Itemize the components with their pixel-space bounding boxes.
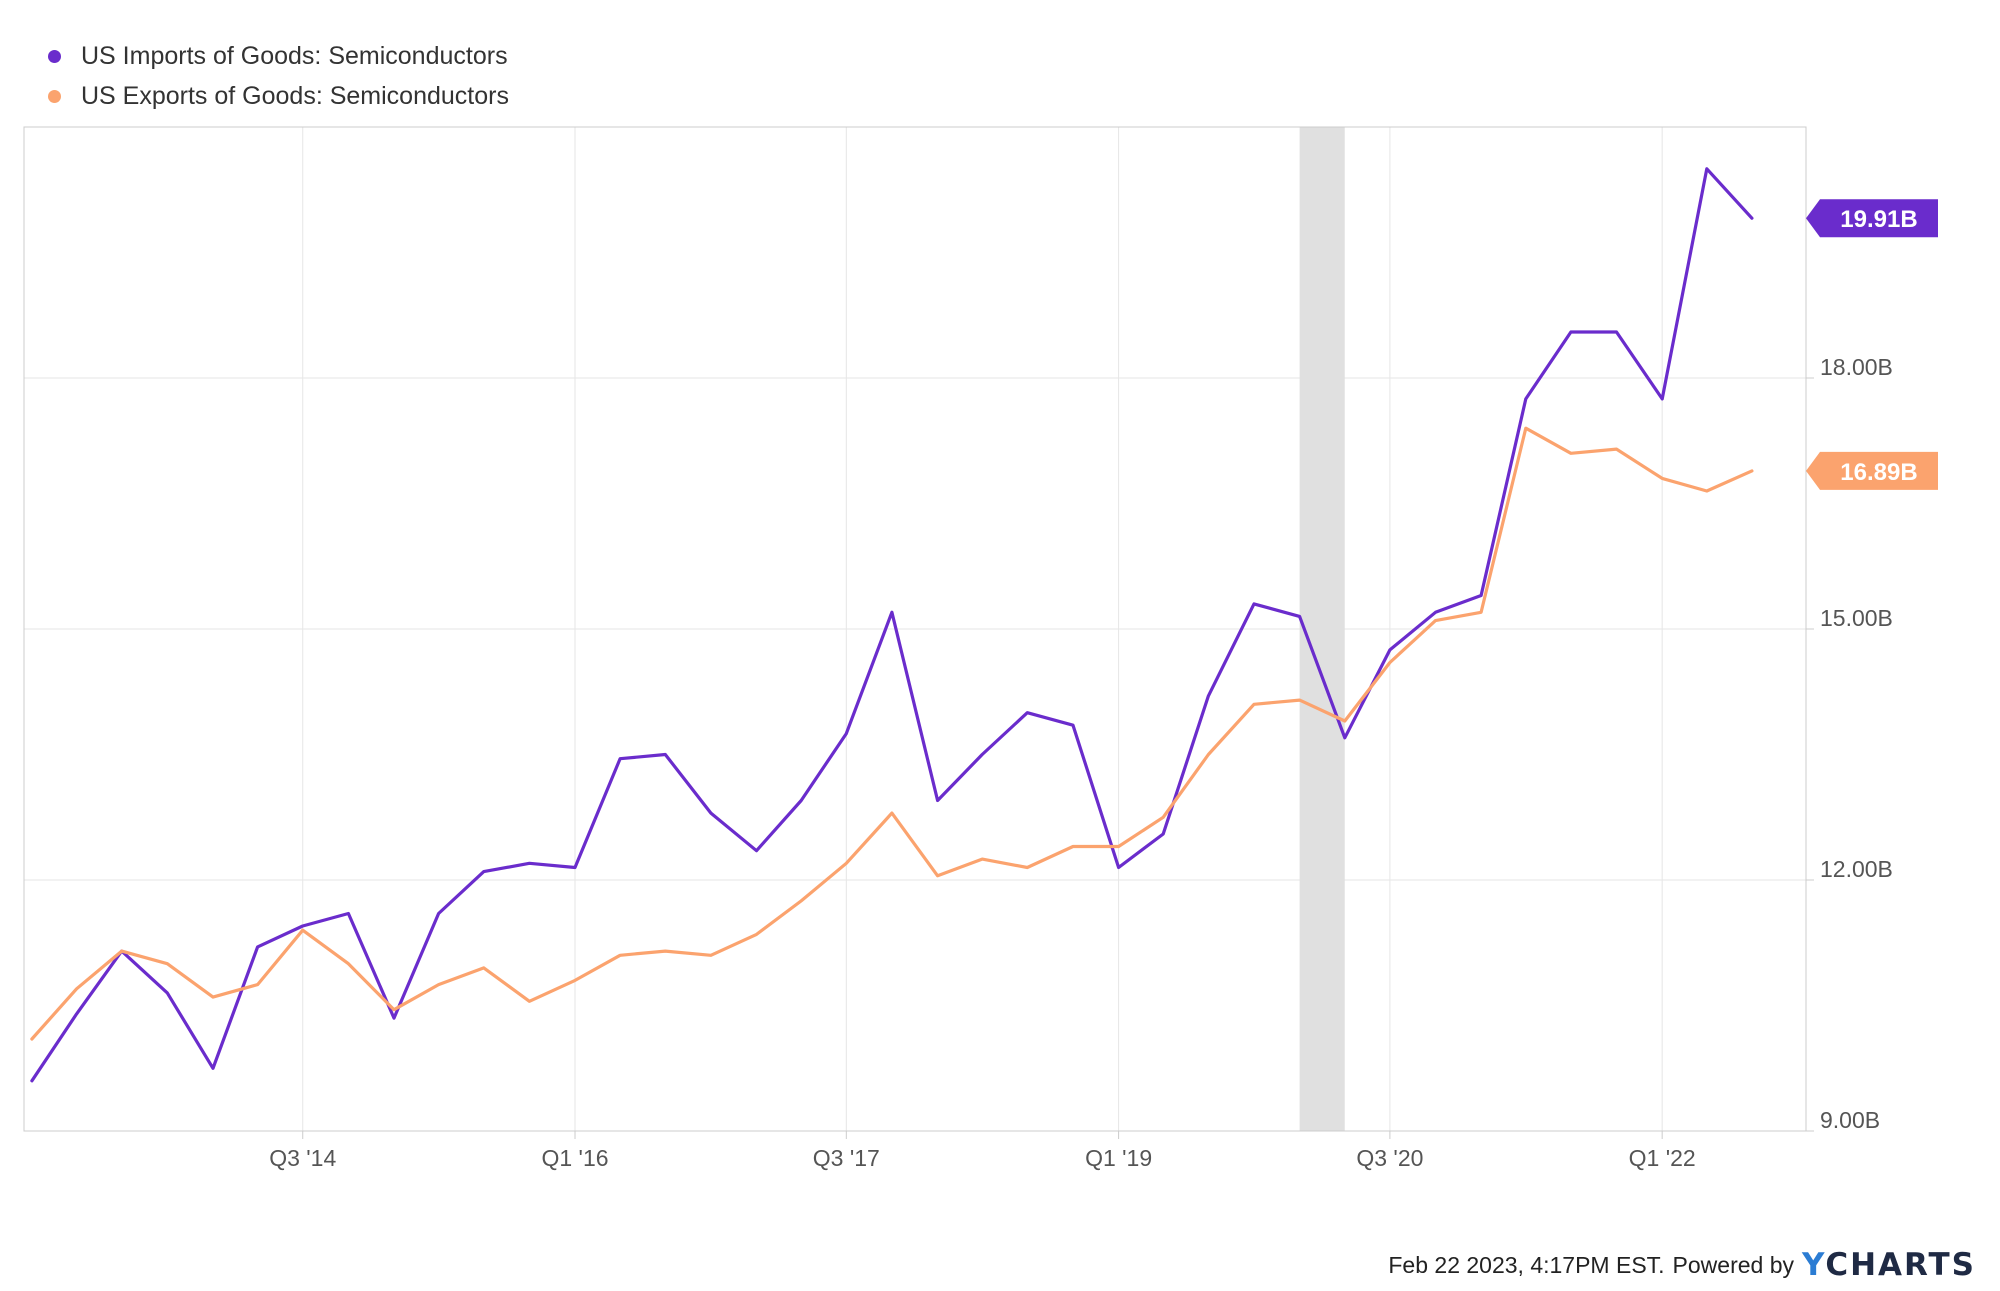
- last-value-label: 19.91B: [1840, 206, 1917, 233]
- recession-band: [1299, 127, 1345, 1131]
- ycharts-logo-y: Y: [1802, 1247, 1826, 1283]
- x-tick-label: Q3 '17: [813, 1145, 880, 1171]
- last-value-flag-bg: [1806, 451, 1938, 490]
- x-tick-label: Q1 '22: [1629, 1145, 1696, 1171]
- series-line-1: [30, 426, 1754, 1041]
- chart-footer: Feb 22 2023, 4:17PM EST. Powered by YCHA…: [1388, 1247, 1976, 1283]
- last-value-label: 16.89B: [1840, 459, 1917, 486]
- y-tick-label: 15.00B: [1820, 605, 1893, 631]
- axis-layer: Q3 '14 Q1 '16 Q3 '17 Q1 '19 Q3 '20 Q1 '22 9.00…: [269, 354, 1893, 1171]
- x-tick-label: Q1 '19: [1085, 1145, 1152, 1171]
- last-value-flag-0: 19.91B: [1806, 199, 1938, 238]
- ycharts-logo-text: CHARTS: [1825, 1247, 1976, 1283]
- footer-timestamp: Feb 22 2023, 4:17PM EST.: [1388, 1251, 1665, 1278]
- chart-legend: US Imports of Goods: Semiconductors US E…: [48, 36, 509, 116]
- series-line-0: [30, 167, 1754, 1083]
- legend-item-imports[interactable]: US Imports of Goods: Semiconductors: [48, 36, 509, 76]
- last-value-flag-bg: [1806, 199, 1938, 238]
- legend-item-exports[interactable]: US Exports of Goods: Semiconductors: [48, 76, 509, 116]
- ycharts-logo[interactable]: YCHARTS: [1802, 1247, 1976, 1283]
- line-chart: Q3 '14 Q1 '16 Q3 '17 Q1 '19 Q3 '20 Q1 '22 9.00…: [23, 126, 1938, 1171]
- footer-powered-by: Powered by: [1672, 1251, 1795, 1278]
- series-layer: [30, 167, 1754, 1083]
- legend-label-imports: US Imports of Goods: Semiconductors: [81, 41, 508, 70]
- value-flag-layer: 19.91B 16.89B: [1806, 199, 1938, 490]
- legend-label-exports: US Exports of Goods: Semiconductors: [81, 81, 509, 110]
- y-tick-label: 9.00B: [1820, 1107, 1880, 1133]
- grid-layer: [24, 127, 1806, 1131]
- x-tick-label: Q1 '16: [541, 1145, 608, 1171]
- x-tick-label: Q3 '20: [1356, 1145, 1423, 1171]
- last-value-flag-1: 16.89B: [1806, 451, 1938, 490]
- x-tick-label: Q3 '14: [269, 1145, 336, 1171]
- y-tick-label: 18.00B: [1820, 354, 1893, 380]
- legend-marker-exports: [48, 89, 61, 103]
- y-tick-label: 12.00B: [1820, 856, 1893, 882]
- legend-marker-imports: [48, 49, 61, 63]
- recession-band-layer: [1299, 127, 1345, 1131]
